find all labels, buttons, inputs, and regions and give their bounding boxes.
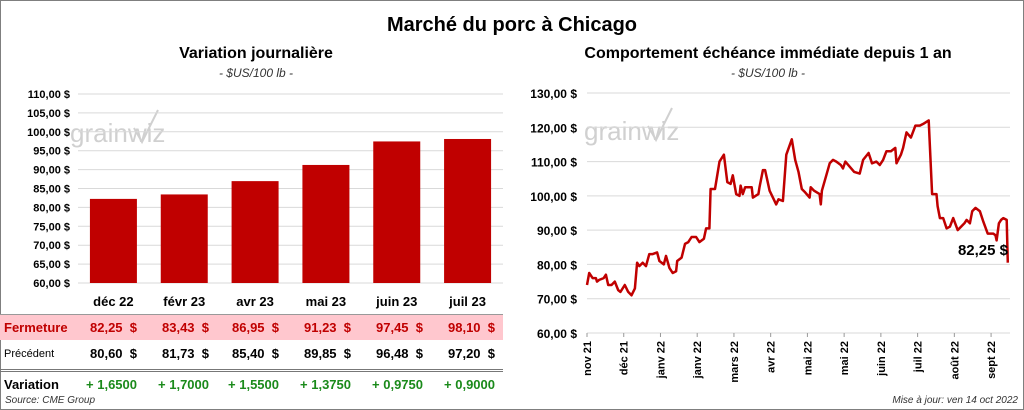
bar [231, 181, 279, 283]
table-cell: 81,73 $ [162, 346, 209, 361]
x-tick-label: mai 22 [802, 341, 814, 375]
watermark-check-icon [133, 109, 159, 145]
table-cell: 85,40 $ [232, 346, 279, 361]
row-variation: Variation + 1,6500 + 1,7000 + 1,5500 + 1,375… [0, 369, 503, 397]
row-precedent: Précédent 80,60 $ 81,73 $ 85,40 $ 89,85 $ 96,… [0, 341, 503, 366]
table-cell: + 1,5500 [228, 377, 279, 392]
bar [160, 194, 208, 283]
table-cell: 86,95 $ [232, 320, 279, 335]
x-tick-label: juil 23 [448, 294, 486, 309]
row-label: Précédent [4, 348, 55, 360]
bar [444, 138, 492, 283]
y-tick-label: 80,00 $ [537, 258, 577, 272]
x-tick-label: janv 22 [692, 341, 704, 379]
table-cell: 83,43 $ [162, 320, 209, 335]
table-cell: 91,23 $ [304, 320, 351, 335]
y-tick-label: 65,00 $ [33, 259, 70, 271]
y-tick-label: 80,00 $ [33, 202, 70, 214]
y-tick-label: 70,00 $ [33, 240, 70, 252]
y-tick-label: 70,00 $ [537, 293, 577, 307]
line-chart: grainwiz 130,00 $ 120,00 $ 110,00 $ 100,00 $… [530, 87, 1010, 383]
watermark-check-icon [647, 107, 673, 143]
y-tick-label: 95,00 $ [33, 146, 70, 158]
x-tick-label: mai 23 [306, 294, 346, 309]
x-tick-label: déc 22 [93, 294, 133, 309]
watermark-logo: grainwiz [70, 118, 165, 148]
bar-chart-unit: - $US/100 lb - [218, 66, 294, 80]
table-cell: + 1,6500 [86, 377, 137, 392]
bar-chart-title: Variation journalière [179, 45, 333, 62]
last-price-label: 82,25 $ [958, 242, 1009, 259]
table-cell: + 0,9750 [372, 377, 423, 392]
y-tick-label: 85,00 $ [33, 184, 70, 196]
x-tick-label: nov 21 [582, 341, 594, 376]
page-title: Marché du porc à Chicago [386, 14, 638, 36]
x-tick-label: févr 23 [163, 294, 205, 309]
table-cell: + 1,7000 [158, 377, 209, 392]
y-tick-label: 100,00 $ [530, 190, 577, 204]
bar [89, 198, 137, 283]
x-tick-label: juin 23 [375, 294, 417, 309]
y-tick-label: 90,00 $ [537, 224, 577, 238]
row-label: Variation [4, 377, 59, 392]
x-tick-label: août 22 [949, 341, 961, 380]
y-tick-label: 90,00 $ [33, 165, 70, 177]
y-tick-label: 75,00 $ [33, 221, 70, 233]
x-tick-label: juin 22 [876, 341, 888, 377]
x-tick-label: déc 21 [619, 341, 631, 375]
line-chart-unit: - $US/100 lb - [730, 66, 806, 80]
table-cell: 89,85 $ [304, 346, 351, 361]
bar [373, 141, 421, 283]
line-chart-title: Comportement échéance immédiate depuis 1… [584, 45, 952, 62]
table-cell: 97,20 $ [448, 346, 495, 361]
table-cell: 97,45 $ [376, 320, 423, 335]
watermark-logo: grainwiz [584, 116, 679, 146]
x-tick-label: juil 22 [913, 341, 925, 373]
row-fermeture: Fermeture 82,25 $ 83,43 $ 86,95 $ 91,23 $ 97,… [0, 314, 503, 340]
y-tick-label: 130,00 $ [530, 87, 577, 101]
table-cell: + 1,3750 [300, 377, 351, 392]
table-cell: 80,60 $ [90, 346, 137, 361]
y-tick-label: 110,00 $ [531, 156, 577, 170]
y-tick-label: 100,00 $ [27, 127, 70, 139]
x-tick-label: janv 22 [655, 341, 667, 379]
bar [302, 164, 350, 283]
table-cell: 82,25 $ [90, 320, 137, 335]
row-label: Fermeture [4, 320, 68, 335]
table-cell: 98,10 $ [448, 320, 495, 335]
y-tick-label: 120,00 $ [530, 121, 577, 135]
x-tick-label: mars 22 [729, 341, 741, 383]
price-line [585, 119, 1010, 297]
updated-note: Mise à jour: ven 14 oct 2022 [892, 395, 1018, 406]
bar-chart: grainwiz 110,00 $ 105,00 $ 100,00 $ 95,00 $ 9… [27, 89, 503, 309]
x-tick-label: mai 22 [839, 341, 851, 375]
y-tick-label: 60,00 $ [33, 278, 70, 290]
y-tick-label: 105,00 $ [27, 108, 70, 120]
source-note: Source: CME Group [5, 395, 96, 406]
table-cell: + 0,9000 [444, 377, 495, 392]
y-tick-label: 60,00 $ [537, 327, 577, 341]
x-tick-label: avr 22 [766, 341, 778, 373]
y-tick-label: 110,00 $ [28, 89, 70, 101]
x-tick-label: avr 23 [236, 294, 274, 309]
table-cell: 96,48 $ [376, 346, 423, 361]
x-tick-label: sept 22 [986, 341, 998, 379]
